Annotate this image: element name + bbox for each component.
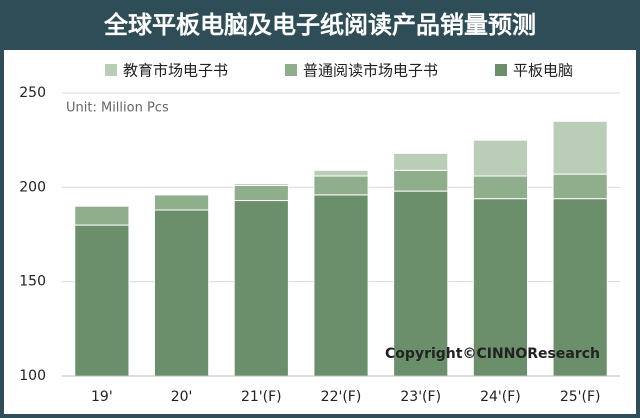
y-tick-label: 150 bbox=[19, 274, 46, 290]
bar-segment bbox=[74, 205, 130, 226]
x-tick-label: 24'(F) bbox=[480, 389, 521, 405]
bar-segment bbox=[313, 175, 369, 196]
y-tick-label: 200 bbox=[19, 179, 46, 195]
bar-segment bbox=[153, 194, 210, 211]
y-tick-label: 100 bbox=[19, 368, 46, 384]
legend-label: 平板电脑 bbox=[513, 62, 573, 80]
bar-segment bbox=[472, 139, 529, 177]
bar-segment bbox=[233, 200, 289, 377]
legend-label: 教育市场电子书 bbox=[123, 62, 228, 80]
y-tick-label: 250 bbox=[19, 85, 46, 101]
bar-segment bbox=[233, 184, 289, 202]
bar-segment bbox=[313, 169, 369, 177]
chart-title: 全球平板电脑及电子纸阅读产品销量预测 bbox=[103, 11, 536, 39]
legend-label: 普通阅读市场电子书 bbox=[303, 62, 438, 80]
bar-segment bbox=[393, 152, 449, 171]
bar-segment bbox=[472, 175, 529, 200]
x-tick-label: 20' bbox=[171, 389, 193, 405]
annotation: Copyright©CINNOResearch bbox=[385, 346, 600, 362]
x-tick-label: 21'(F) bbox=[241, 389, 282, 405]
unit-label: Unit: Million Pcs bbox=[66, 101, 169, 116]
bar-segment bbox=[393, 169, 449, 192]
bar-segment bbox=[472, 198, 529, 377]
x-tick-label: 22'(F) bbox=[321, 389, 362, 405]
legend-swatch bbox=[285, 64, 297, 76]
bar-segment bbox=[552, 120, 608, 175]
bar-segment bbox=[313, 194, 369, 377]
legend-swatch bbox=[495, 64, 507, 76]
x-tick-label: 25'(F) bbox=[560, 389, 601, 405]
x-tick-label: 23'(F) bbox=[400, 389, 441, 405]
bar-segment bbox=[153, 209, 210, 377]
bar-segment bbox=[552, 173, 608, 200]
x-tick-label: 19' bbox=[91, 389, 113, 405]
bar-segment bbox=[74, 224, 130, 377]
bar-segment bbox=[233, 183, 289, 186]
legend-swatch bbox=[105, 64, 117, 76]
